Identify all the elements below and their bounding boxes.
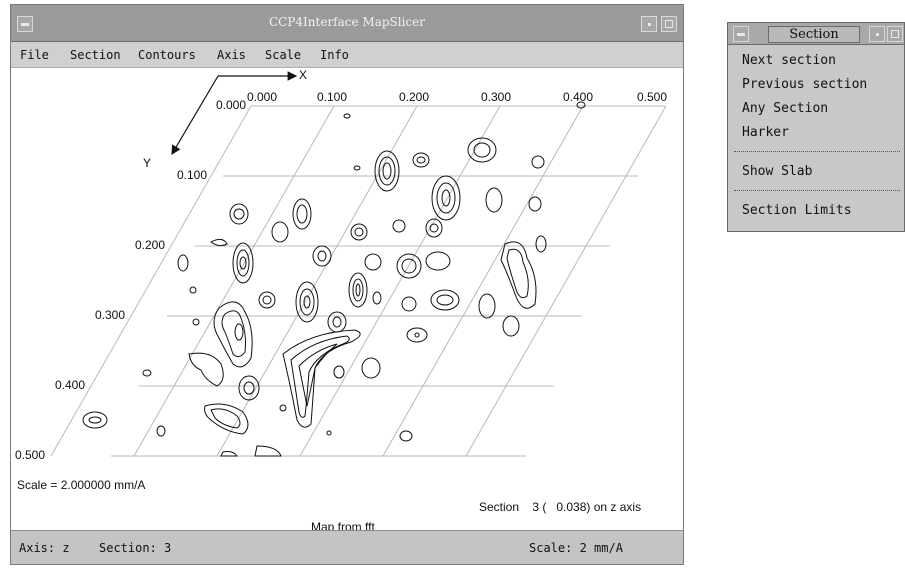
menu-item-show-slab[interactable]: Show Slab (742, 164, 813, 179)
menu-item-any-section[interactable]: Any Section (742, 101, 829, 116)
y-axis-label: Y (143, 156, 152, 170)
x-tick-label: 0.200 (399, 90, 430, 104)
minimize-icon (876, 33, 879, 36)
mapslicer-window: CCP4Interface MapSlicer File Section Con… (10, 4, 684, 565)
menu-item-section-limits[interactable]: Section Limits (742, 203, 852, 218)
minus-icon (737, 33, 745, 36)
electron-density-contours (82, 101, 586, 457)
window-titlebar[interactable]: CCP4Interface MapSlicer (11, 5, 683, 42)
x-tick-label: 0.400 (563, 90, 594, 104)
minimize-icon (648, 23, 651, 26)
menu-axis[interactable]: Axis (217, 48, 246, 62)
menu-item-next-section[interactable]: Next section (742, 53, 836, 68)
maximize-icon (891, 30, 899, 38)
x-tick-label: 0.000 (247, 90, 278, 104)
y-axis-arrow (171, 75, 219, 156)
section-menu-window: Section Next section Previous section An… (727, 22, 905, 232)
window-title: CCP4Interface MapSlicer (268, 15, 425, 29)
map-canvas[interactable]: X Y 0.000 0.100 0.200 0.300 0.400 0.500 … (11, 68, 683, 534)
menu-contours[interactable]: Contours (138, 48, 196, 62)
map-svg (50, 71, 667, 457)
statusbar: Axis: z Section: 3 Scale: 2 mm/A (11, 530, 683, 564)
y-tick-label: 0.400 (55, 378, 86, 392)
status-axis: Axis: z (19, 541, 70, 555)
maximize-icon (665, 20, 673, 28)
y-tick-label: 0.300 (95, 308, 126, 322)
minimize-button[interactable] (641, 16, 657, 32)
section-menu-title: Section (768, 26, 860, 43)
map-grid (50, 105, 667, 457)
window-menu-button[interactable] (17, 16, 33, 32)
minus-icon (21, 23, 29, 26)
section-menu-button[interactable] (733, 26, 749, 42)
scale-info-text: Scale = 2.000000 mm/A (17, 478, 146, 492)
y-tick-label: 0.100 (177, 168, 208, 182)
y-tick-label: 0.000 (216, 98, 247, 112)
menu-file[interactable]: File (20, 48, 49, 62)
x-tick-label: 0.500 (637, 90, 668, 104)
menubar: File Section Contours Axis Scale Info (11, 42, 683, 68)
menu-item-previous-section[interactable]: Previous section (742, 77, 868, 92)
y-tick-label: 0.200 (135, 238, 166, 252)
section-info-text: Section 3 ( 0.038) on z axis (479, 500, 642, 514)
maximize-button[interactable] (661, 16, 677, 32)
x-axis-label: X (299, 68, 308, 82)
status-scale: Scale: 2 mm/A (529, 541, 623, 555)
section-menu-titlebar[interactable]: Section (728, 23, 904, 45)
x-tick-label: 0.100 (317, 90, 348, 104)
x-tick-label: 0.300 (481, 90, 512, 104)
menu-separator (734, 190, 900, 191)
status-section: Section: 3 (99, 541, 172, 555)
y-tick-label: 0.500 (15, 448, 46, 462)
menu-section[interactable]: Section (70, 48, 121, 62)
menu-item-harker[interactable]: Harker (742, 125, 789, 140)
section-minimize-button[interactable] (869, 26, 885, 42)
menu-scale[interactable]: Scale (265, 48, 302, 62)
menu-info[interactable]: Info (320, 48, 349, 62)
section-maximize-button[interactable] (887, 26, 903, 42)
menu-separator (734, 151, 900, 152)
